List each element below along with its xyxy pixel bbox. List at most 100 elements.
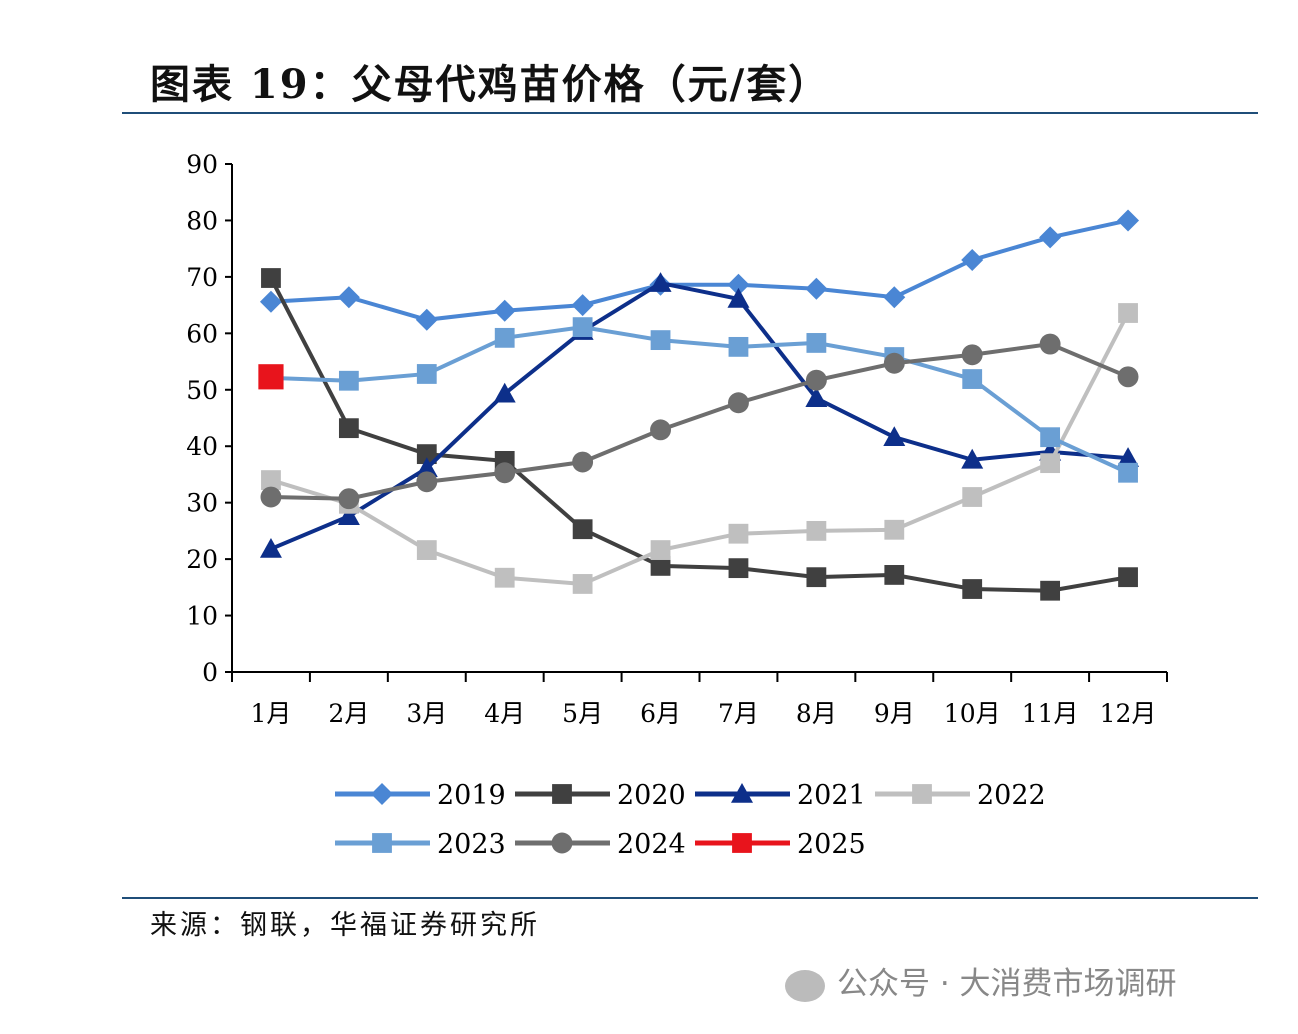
y-tick-label: 60 (186, 319, 218, 348)
data-point-2020 (572, 519, 593, 540)
y-tick-label: 0 (202, 658, 218, 687)
legend-marker-2025 (732, 833, 752, 853)
legend-label-2024: 2024 (617, 829, 686, 860)
legend-marker-2020 (552, 784, 572, 804)
data-point-2023 (962, 369, 983, 389)
y-tick-label: 70 (186, 263, 218, 292)
data-point-2021 (961, 448, 984, 469)
data-point-2021 (649, 272, 672, 292)
data-point-2022 (1040, 453, 1061, 474)
data-point-2021 (415, 457, 438, 478)
x-tick-label: 9月 (874, 699, 915, 728)
x-tick-label: 11月 (1022, 699, 1079, 728)
y-tick-label: 20 (186, 545, 218, 574)
data-point-2021 (883, 426, 906, 446)
data-point-2020 (416, 444, 437, 465)
y-tick-label: 10 (186, 602, 218, 631)
y-tick-label: 90 (186, 150, 218, 179)
data-point-2022 (572, 574, 593, 594)
series-line-2020 (269, 277, 1129, 593)
data-point-2024 (805, 369, 827, 391)
data-point-2021 (1117, 447, 1140, 467)
x-tick-label: 7月 (718, 699, 759, 728)
data-point-2020 (650, 555, 671, 576)
x-tick-label: 12月 (1100, 699, 1157, 728)
watermark-text: 公众号 · 大消费市场调研 (837, 966, 1177, 1002)
x-tick-label: 8月 (796, 699, 837, 728)
data-point-2023 (728, 336, 749, 357)
data-point-2022 (650, 540, 671, 560)
data-point-2021 (805, 387, 828, 408)
data-point-2022 (884, 519, 905, 540)
title-rule (122, 112, 1258, 114)
series-line-2023 (270, 325, 1129, 475)
data-point-2022 (494, 567, 515, 588)
data-point-2020 (884, 565, 905, 585)
data-point-2021 (727, 287, 750, 308)
series-line-2019 (270, 218, 1129, 322)
data-point-2019 (493, 299, 516, 322)
data-point-2019 (259, 290, 282, 313)
data-point-2023 (806, 333, 827, 353)
data-point-2019 (727, 273, 750, 296)
data-point-2019 (1117, 209, 1140, 232)
legend-label-2022: 2022 (977, 780, 1046, 811)
data-point-2019 (805, 277, 828, 300)
data-point-2024 (650, 419, 671, 441)
data-point-2021 (259, 537, 282, 558)
source-note: 来源：钢联，华福证券研究所 (150, 910, 540, 941)
legend-label-2023: 2023 (437, 829, 506, 860)
data-point-2020 (338, 418, 359, 439)
data-point-2020 (962, 579, 983, 599)
data-point-2024 (494, 462, 516, 484)
data-point-2023 (1040, 427, 1061, 448)
data-point-2022 (962, 487, 983, 507)
y-tick-label: 50 (186, 376, 218, 405)
x-tick-label: 3月 (406, 699, 447, 728)
data-point-2022 (1118, 303, 1138, 323)
legend-marker-2024 (551, 832, 573, 854)
x-tick-label: 5月 (562, 699, 603, 728)
legend-label-2025: 2025 (797, 829, 866, 860)
data-point-2023 (338, 370, 359, 391)
data-point-2019 (883, 286, 906, 309)
data-point-2020 (1118, 567, 1138, 588)
data-point-2020 (728, 558, 749, 579)
x-tick-label: 1月 (251, 699, 292, 728)
data-point-2021 (337, 505, 360, 526)
data-point-2019 (1039, 226, 1062, 249)
data-point-2019 (415, 308, 438, 331)
legend-label-2020: 2020 (617, 780, 686, 811)
legend-marker-2021 (731, 783, 753, 803)
data-point-2023 (494, 327, 515, 348)
series-line-2024 (270, 342, 1129, 501)
legend-label-2021: 2021 (797, 780, 866, 811)
x-tick-label: 6月 (640, 699, 681, 728)
data-point-2023 (650, 330, 671, 351)
series-line-2021 (270, 280, 1129, 551)
x-tick-label: 2月 (328, 699, 369, 728)
wechat-icon (785, 969, 825, 1002)
data-point-2022 (728, 523, 749, 544)
data-point-2024 (1039, 333, 1061, 355)
data-point-2023 (572, 317, 593, 338)
data-point-2021 (493, 382, 516, 403)
y-tick-label: 30 (186, 489, 218, 518)
data-point-2019 (571, 294, 594, 317)
footer-rule (122, 897, 1258, 899)
y-tick-label: 40 (186, 432, 218, 461)
legend-marker-2019 (371, 783, 393, 805)
data-point-2025 (258, 364, 284, 390)
data-point-2024 (260, 486, 282, 508)
data-point-2024 (728, 392, 749, 414)
data-point-2020 (261, 268, 281, 288)
data-point-2020 (806, 567, 827, 588)
data-point-2019 (337, 286, 360, 309)
chart-title: 图表 19：父母代鸡苗价格（元/套） (150, 61, 831, 108)
data-point-2024 (883, 352, 905, 374)
data-point-2023 (416, 364, 437, 384)
data-point-2020 (1040, 580, 1061, 601)
data-point-2024 (961, 344, 983, 366)
